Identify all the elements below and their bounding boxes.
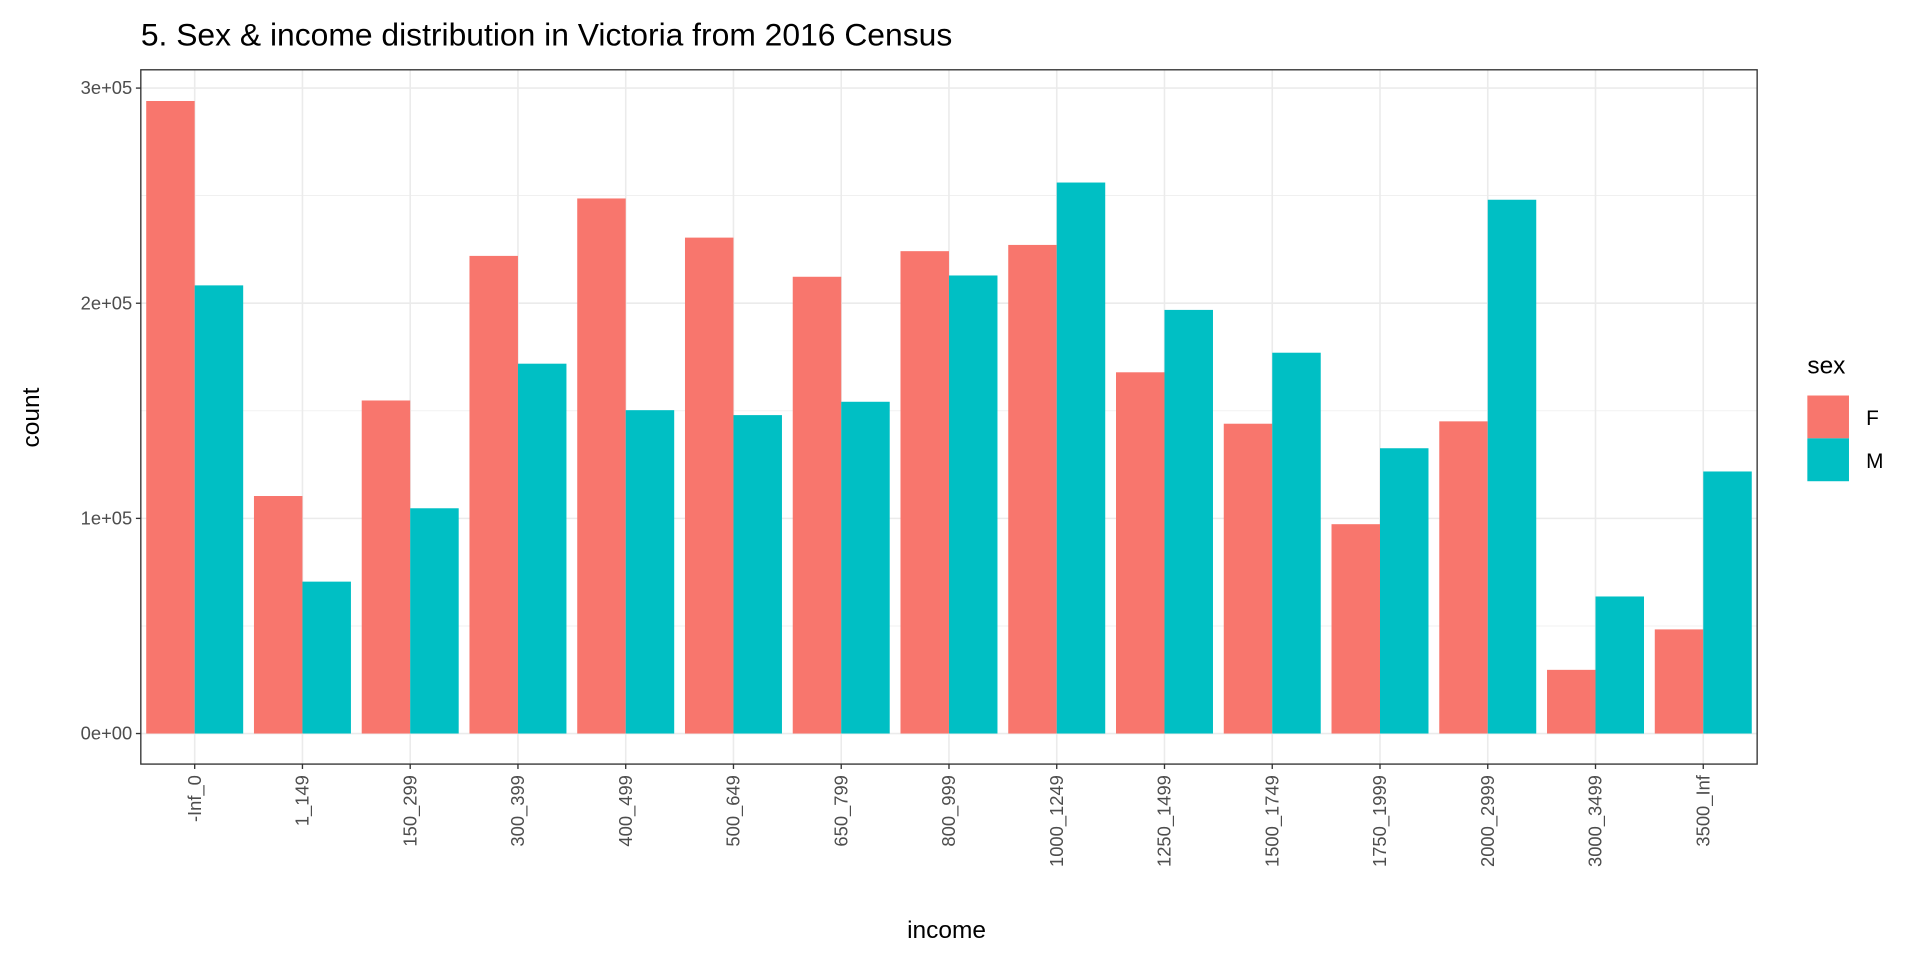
y-tick-label: 2e+05 [81, 292, 133, 313]
bar-f-3500_Inf [1654, 629, 1704, 734]
bar-f-500_649 [684, 237, 734, 734]
x-tick-label: 1_149 [292, 775, 314, 826]
bar-f-1000_1249 [1008, 244, 1057, 734]
x-tick-label: 800_999 [938, 775, 960, 846]
x-tick-label: 650_799 [830, 775, 852, 846]
y-axis: 0e+00 1e+05 2e+05 3e+05 [81, 77, 141, 744]
x-tick-label: 150_299 [399, 775, 421, 846]
bar-f-800_999 [900, 251, 949, 734]
bar-m-2000_2999 [1487, 199, 1537, 734]
legend-key-m [1807, 438, 1849, 482]
bar-m-3000_3499 [1595, 596, 1644, 734]
bar-f-1750_1999 [1331, 524, 1380, 734]
bar-f--Inf_0 [146, 100, 195, 734]
x-tick-label: -Inf_0 [184, 775, 206, 822]
x-tick-label: 3500_Inf [1692, 774, 1714, 846]
bar-m-650_799 [841, 401, 890, 734]
bar-m-500_649 [733, 415, 782, 734]
y-tick-label: 1e+05 [81, 508, 133, 529]
x-axis: -Inf_0 1_149 150_299 300_399 400_499 500_649 6… [184, 764, 1714, 867]
x-tick-label: 400_499 [615, 775, 637, 846]
bar-m-800_999 [948, 275, 998, 734]
x-tick-label: 1500_1749 [1261, 775, 1283, 867]
bar-f-1250_1499 [1116, 372, 1165, 734]
bar-f-400_499 [577, 198, 626, 734]
bar-m-1750_1999 [1380, 448, 1429, 734]
x-tick-label: 500_649 [723, 775, 745, 846]
bar-m-300_399 [517, 363, 567, 734]
bar-f-2000_2999 [1439, 421, 1488, 734]
x-tick-label: 2000_2999 [1477, 775, 1499, 867]
x-axis-title: income [907, 917, 986, 944]
y-tick-label: 0e+00 [81, 723, 133, 744]
y-tick-label: 3e+05 [81, 77, 133, 98]
bar-f-1500_1749 [1223, 423, 1273, 734]
x-tick-label: 1000_1249 [1046, 775, 1068, 867]
bar-f-1_149 [253, 496, 303, 734]
chart-title: 5. Sex & income distribution in Victoria… [141, 16, 952, 52]
bar-m-400_499 [625, 410, 675, 734]
bar-m-1_149 [302, 581, 351, 734]
bar-m--Inf_0 [194, 285, 244, 734]
bar-m-1250_1499 [1164, 309, 1213, 734]
legend-key-f [1807, 395, 1849, 439]
x-tick-label: 1750_1999 [1369, 775, 1391, 867]
bar-f-150_299 [361, 400, 411, 734]
x-tick-label: 300_399 [507, 775, 529, 846]
bar-f-300_399 [469, 255, 518, 734]
bar-f-3000_3499 [1547, 669, 1596, 734]
bar-m-3500_Inf [1703, 471, 1752, 734]
bars [146, 100, 1752, 734]
bar-m-1500_1749 [1272, 352, 1321, 734]
y-axis-title: count [18, 387, 45, 447]
legend-title: sex [1807, 352, 1845, 379]
legend: sex F M [1807, 352, 1883, 482]
legend-label-m: M [1866, 450, 1883, 473]
legend-label-f: F [1866, 407, 1879, 430]
x-tick-label: 1250_1499 [1154, 775, 1176, 867]
bar-m-1000_1249 [1056, 182, 1106, 734]
bar-f-650_799 [792, 276, 842, 734]
bar-m-150_299 [410, 508, 459, 734]
x-tick-label: 3000_3499 [1585, 775, 1607, 867]
